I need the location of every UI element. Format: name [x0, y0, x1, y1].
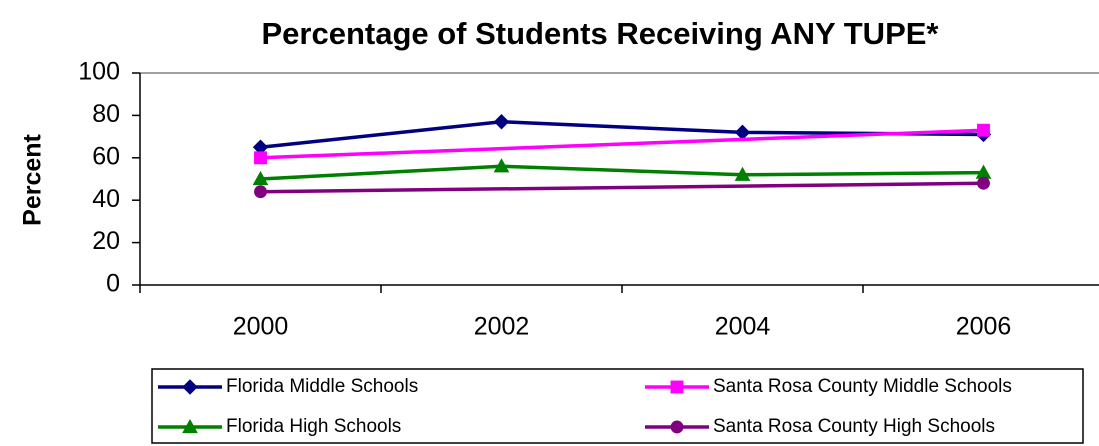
- y-tick-label: 60: [92, 142, 120, 170]
- marker: [182, 379, 198, 395]
- legend-label: Florida High Schools: [226, 416, 401, 437]
- marker: [254, 185, 267, 199]
- legend-label: Santa Rosa County Middle Schools: [713, 376, 1012, 397]
- y-tick-label: 20: [92, 227, 120, 255]
- y-tick-label: 100: [78, 58, 120, 86]
- marker: [670, 380, 684, 394]
- series-line: [260, 164, 984, 181]
- series-line: [260, 128, 984, 160]
- legend-box: [151, 368, 1084, 444]
- marker: [252, 170, 269, 186]
- y-tick-label: 80: [92, 100, 120, 128]
- marker: [493, 114, 510, 130]
- x-tick-label: 2006: [956, 313, 1012, 341]
- series-line: [260, 181, 984, 194]
- legend-label: Santa Rosa County High Schools: [713, 416, 995, 437]
- x-tick-label: 2000: [233, 313, 289, 341]
- y-tick-label: 40: [92, 185, 120, 213]
- x-tick-label: 2004: [715, 313, 771, 341]
- chart-title: Percentage of Students Receiving ANY TUP…: [261, 16, 939, 51]
- marker: [254, 151, 267, 165]
- y-tick-label: 0: [106, 270, 120, 298]
- marker: [977, 123, 990, 137]
- marker: [734, 124, 751, 141]
- marker: [977, 176, 990, 190]
- x-tick-label: 2002: [474, 313, 530, 341]
- marker: [493, 158, 510, 173]
- marker: [670, 420, 684, 434]
- marker: [182, 418, 198, 434]
- legend-label: Florida Middle Schools: [226, 376, 418, 397]
- y-axis-label: Percent: [19, 133, 47, 225]
- marker: [734, 166, 751, 181]
